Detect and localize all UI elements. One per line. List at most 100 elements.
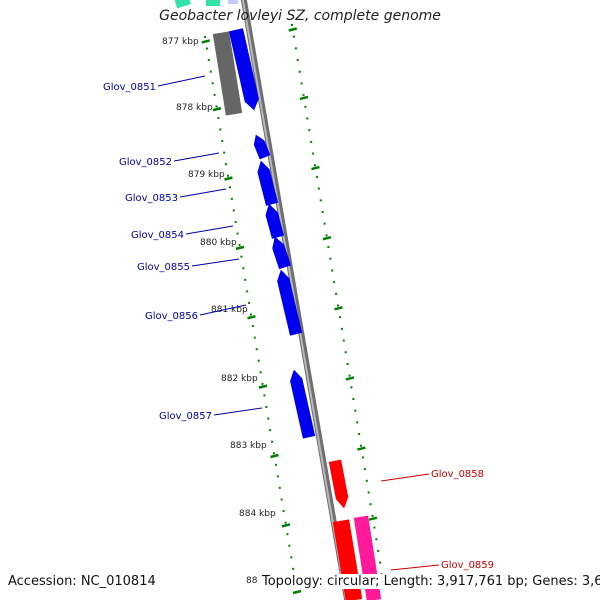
ruler-left-dot: [267, 417, 270, 420]
ruler-right-dot: [338, 316, 341, 319]
ruler-right-dot: [361, 456, 364, 459]
ruler-right-dot: [296, 59, 299, 62]
ruler-right-dot: [291, 24, 293, 26]
ruler-right-dot: [302, 94, 305, 97]
glov_0854-label: Glov_0854: [131, 230, 184, 241]
ruler-left-major-tick: [212, 106, 222, 112]
ruler-right-dot: [315, 175, 318, 178]
ruler-left-major-tick: [235, 245, 245, 251]
glov_0855-leader-line: [191, 258, 240, 267]
partial-gene-teal: [206, 0, 220, 6]
ruler-right-major-tick: [334, 306, 343, 311]
ruler-left-dot: [238, 244, 241, 247]
ruler-right-dot: [342, 339, 345, 342]
ruler-right-dot: [306, 117, 309, 120]
ruler-label: 884 kbp: [239, 509, 276, 519]
ruler-left-dot: [219, 128, 222, 131]
ruler-left-dot: [246, 290, 249, 293]
glov_0854-gene-arrow: [265, 203, 285, 239]
glov_0859-label: Glov_0859: [441, 560, 494, 571]
ruler-left-dot: [211, 82, 214, 85]
ruler-right-dot: [337, 304, 339, 307]
ruler-left-major-tick: [201, 39, 211, 44]
ruler-left-major-tick: [292, 589, 302, 595]
ruler-left-dot: [271, 440, 274, 443]
ruler-right-dot: [369, 503, 372, 506]
ruler-left-major-tick: [270, 453, 279, 459]
ruler-left-dot: [236, 232, 239, 235]
ruler-left-dot: [215, 105, 218, 108]
ruler-right-dot: [379, 561, 382, 564]
ruler-right-dot: [356, 421, 359, 424]
ruler-right-dot: [317, 187, 320, 190]
glov_0854-leader-line: [185, 225, 234, 235]
map-title: Geobacter lovleyi SZ, complete genome: [159, 8, 441, 24]
ruler-left-dot: [261, 382, 264, 385]
ruler-label: 878 kbp: [176, 103, 213, 113]
ruler-left-dot: [228, 186, 231, 189]
ruler-right-major-tick: [288, 27, 298, 32]
ruler-left-major-tick: [258, 384, 268, 389]
ruler-right-dot: [319, 199, 322, 202]
ruler-right-dot: [371, 514, 374, 517]
ruler-right-major-tick: [322, 235, 332, 241]
ruler-left-dot: [209, 70, 212, 73]
ruler-left-dot: [259, 371, 262, 374]
ruler-label: 880 kbp: [200, 238, 237, 248]
ruler-right-dot: [321, 211, 324, 213]
ruler-left-dot: [253, 336, 256, 339]
ruler-right-dot: [358, 433, 361, 436]
ruler-right-major-tick: [299, 95, 309, 101]
glov_0857-label: Glov_0857: [159, 411, 212, 422]
glov_0859-leader-line: [390, 564, 440, 571]
glov_0858-label: Glov_0858: [431, 469, 484, 480]
glov_0856-leader-line: [199, 304, 247, 316]
genome-summary-text: Topology: circular; Length: 3,917,761 bp…: [260, 574, 600, 589]
ruler-right-dot: [333, 281, 336, 284]
ruler-left-dot: [265, 406, 268, 408]
ruler-left-dot: [276, 475, 279, 478]
ruler-left-dot: [251, 325, 254, 328]
unlabeled-gene-arrow: [228, 28, 259, 111]
ruler-left-dot: [273, 452, 275, 455]
ruler-left-dot: [286, 533, 289, 536]
ruler-right-major-tick: [345, 376, 355, 381]
accession-text: Accession: NC_010814: [8, 574, 156, 589]
ruler-right-dot: [300, 82, 303, 85]
glov_0853-gene-arrow: [257, 160, 279, 206]
ruler-right-dot: [350, 386, 353, 389]
ruler-left-dot: [244, 278, 247, 281]
ruler-right-dot: [348, 374, 351, 377]
ruler-left-dot: [221, 140, 224, 143]
ruler-right-dot: [352, 398, 355, 400]
ruler-right-dot: [365, 479, 368, 482]
ruler-right-major-tick: [368, 516, 378, 521]
ruler-right-dot: [310, 140, 313, 143]
ruler-right-dot: [363, 468, 366, 471]
ruler-label: 883 kbp: [230, 441, 267, 451]
glov_0857-gene-arrow: [290, 369, 316, 439]
ruler-right-dot: [360, 444, 362, 447]
ruler-left-dot: [280, 498, 283, 501]
ruler-right-major-tick: [311, 165, 320, 171]
ruler-right-dot: [298, 70, 301, 73]
ruler-left-dot: [230, 197, 233, 200]
ruler-right-dot: [323, 222, 326, 225]
ruler-left-dot: [217, 116, 220, 119]
ruler-left-major-tick: [281, 523, 291, 528]
partial-gene-lilac: [228, 0, 238, 4]
ruler-right-dot: [354, 409, 357, 412]
ruler-right-dot: [344, 351, 347, 354]
ruler-label: 881 kbp: [211, 305, 248, 315]
ruler-left-dot: [290, 556, 293, 559]
ruler-left-dot: [250, 313, 252, 316]
ruler-left-dot: [288, 544, 291, 547]
ruler-right-dot: [335, 292, 338, 295]
ruler-left-dot: [207, 59, 210, 62]
ruler-right-dot: [314, 164, 316, 167]
ruler-left-dot: [263, 394, 266, 397]
ruler-left-dot: [232, 209, 235, 212]
ruler-right-dot: [367, 491, 370, 494]
